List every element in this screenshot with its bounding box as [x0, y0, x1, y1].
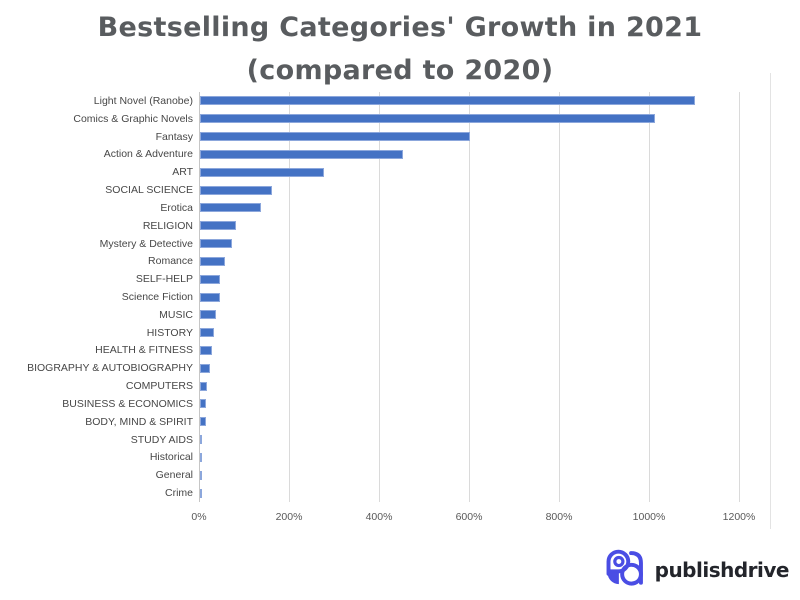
bar-music [200, 310, 216, 320]
category-label: HEALTH & FITNESS [95, 344, 193, 357]
category-label: Light Novel (Ranobe) [93, 94, 193, 107]
bar-health-fitness [200, 345, 213, 355]
bar-computers [200, 381, 208, 391]
category-label: Erotica [160, 201, 193, 214]
category-label: General [155, 469, 193, 482]
x-tick-label: 400% [365, 511, 393, 523]
bar-history [200, 328, 214, 338]
category-label: Comics & Graphic Novels [73, 112, 193, 125]
category-label: Fantasy [155, 130, 193, 143]
bar-action-adventure [200, 149, 403, 159]
gridline-400 [379, 92, 380, 502]
category-label: Mystery & Detective [99, 237, 193, 250]
category-label: COMPUTERS [125, 380, 193, 393]
category-label: Romance [148, 255, 193, 268]
chart-title-line-2: (compared to 2020) [246, 55, 554, 86]
bar-crime [200, 488, 202, 498]
gridline-1200 [739, 92, 740, 502]
x-tick-label: 0% [191, 511, 207, 523]
gridline-600 [469, 92, 470, 502]
category-label: SOCIAL SCIENCE [105, 184, 193, 197]
plot-area [199, 92, 740, 502]
bar-religion [200, 221, 236, 231]
gridline-800 [559, 92, 560, 502]
brand-name: publishdrive [654, 558, 790, 582]
chart-title: Bestselling Categories' Growth in 2021 (… [0, 6, 800, 92]
bar-comics-graphic-novels [200, 114, 655, 124]
category-label: Action & Adventure [103, 148, 193, 161]
category-label: MUSIC [159, 308, 193, 321]
publishdrive-mark-icon [606, 549, 643, 586]
bar-erotica [200, 203, 261, 213]
x-tick-label: 800% [545, 511, 573, 523]
publishdrive-logo: publishdrive [601, 548, 790, 592]
bar-science-fiction [200, 292, 221, 302]
bar-social-science [200, 185, 272, 195]
category-label: SELF-HELP [135, 273, 193, 286]
bar-fantasy [200, 132, 470, 142]
x-tick-label: 1000% [632, 511, 666, 523]
bar-mystery-detective [200, 239, 232, 249]
category-label: STUDY AIDS [130, 433, 193, 446]
gridline-200 [289, 92, 290, 502]
x-tick-label: 200% [275, 511, 303, 523]
bar-body-mind-spirit [200, 417, 207, 427]
bar-romance [200, 256, 225, 266]
bar-art [200, 167, 324, 177]
category-label: ART [172, 166, 193, 179]
chart-title-line-1: Bestselling Categories' Growth in 2021 [97, 12, 703, 43]
bar-biography-autobiography [200, 363, 211, 373]
bar-study-aids [200, 435, 203, 445]
gridline-1000 [649, 92, 650, 502]
category-label: BIOGRAPHY & AUTOBIOGRAPHY [27, 362, 193, 375]
category-label: Crime [165, 487, 193, 500]
category-label: Historical [149, 451, 193, 464]
category-label: RELIGION [142, 219, 193, 232]
category-label: HISTORY [146, 326, 193, 339]
category-label: BUSINESS & ECONOMICS [62, 397, 193, 410]
bar-self-help [200, 274, 221, 284]
bar-light-novel-ranobe- [200, 96, 695, 106]
bar-business-economics [200, 399, 207, 409]
category-label: Science Fiction [121, 291, 193, 303]
bar-historical [200, 452, 202, 462]
chart-right-border [770, 73, 771, 529]
category-label: BODY, MIND & SPIRIT [85, 415, 193, 428]
bar-general [200, 470, 202, 480]
x-tick-label: 600% [455, 511, 483, 523]
x-tick-label: 1200% [722, 511, 756, 523]
gridline-0 [199, 92, 200, 502]
